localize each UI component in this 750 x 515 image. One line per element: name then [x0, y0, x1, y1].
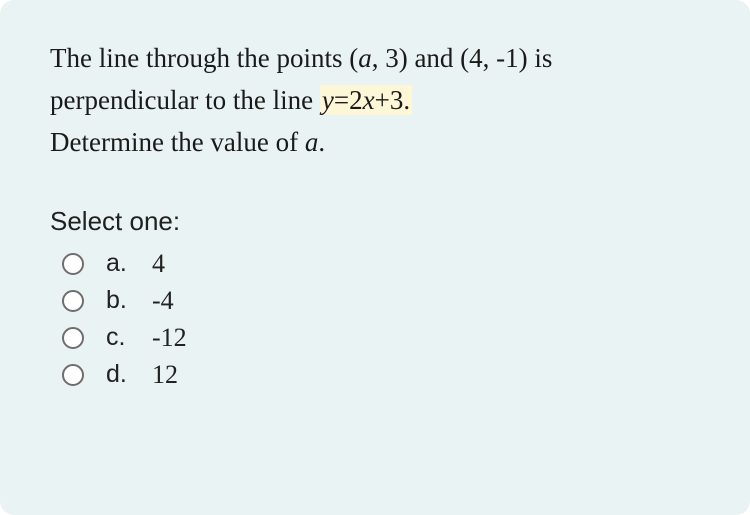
radio-icon[interactable] [62, 327, 84, 349]
option-a[interactable]: a. 4 [50, 249, 700, 279]
qtext-frag: Determine the value of [50, 127, 305, 157]
qtext-frag: , 3) and (4, -1) is [372, 43, 553, 73]
option-letter: b. [106, 286, 152, 315]
radio-icon[interactable] [62, 253, 84, 275]
option-value: -12 [152, 323, 187, 353]
option-value: -4 [152, 286, 174, 316]
eqn-y: y [322, 85, 334, 115]
option-c[interactable]: c. -12 [50, 323, 700, 353]
qtext-frag: . [318, 127, 325, 157]
option-letter: c. [106, 323, 152, 352]
option-value: 4 [152, 249, 165, 279]
question-card: The line through the points (a, 3) and (… [0, 0, 750, 515]
equation: y=2x+3. [320, 85, 412, 115]
qtext-frag: The line through the points ( [50, 43, 358, 73]
qtext-var-a: a [358, 43, 372, 73]
option-value: 12 [152, 360, 178, 390]
option-letter: a. [106, 249, 152, 278]
qtext-var-a: a [305, 127, 319, 157]
eqn-2: 2 [349, 85, 363, 115]
radio-icon[interactable] [62, 290, 84, 312]
eqn-eq: = [334, 85, 349, 115]
eqn-3: 3. [390, 85, 410, 115]
option-d[interactable]: d. 12 [50, 360, 700, 390]
option-b[interactable]: b. -4 [50, 286, 700, 316]
radio-icon[interactable] [62, 364, 84, 386]
eqn-x: x [363, 85, 375, 115]
select-one-prompt: Select one: [50, 206, 700, 237]
qtext-frag: perpendicular to the line [50, 85, 320, 115]
eqn-plus: + [375, 85, 390, 115]
question-text: The line through the points (a, 3) and (… [50, 38, 700, 164]
option-letter: d. [106, 360, 152, 389]
